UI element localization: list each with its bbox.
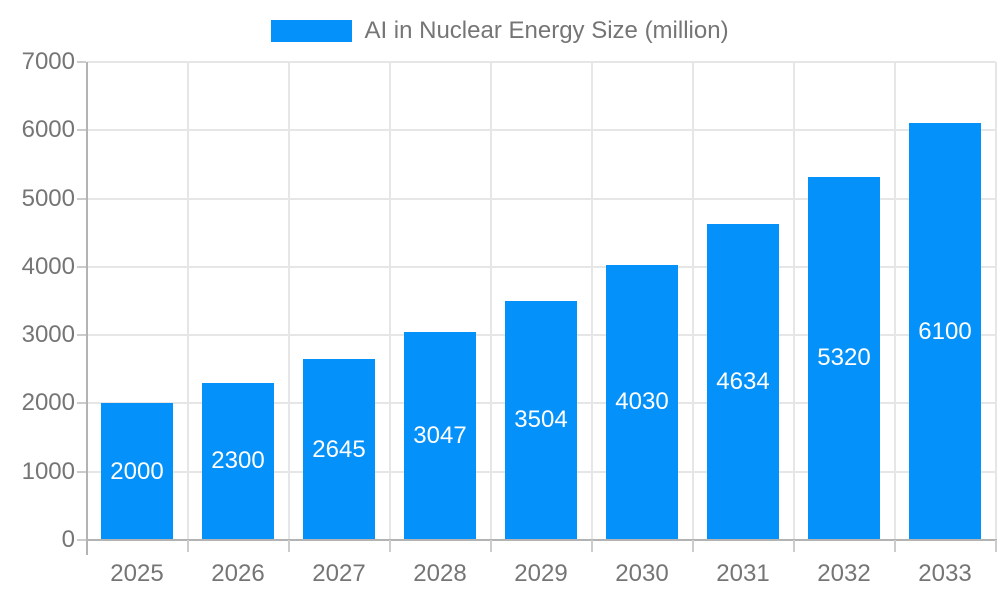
y-tick-mark: [77, 470, 86, 473]
x-axis-label: 2025: [110, 560, 164, 587]
legend-swatch: [271, 20, 353, 42]
y-gridline: [86, 129, 996, 132]
x-tick-mark: [186, 540, 189, 552]
x-tick-mark: [489, 540, 492, 552]
x-gridline: [994, 62, 997, 540]
y-axis-label: 4000: [21, 252, 75, 280]
x-axis-label: 2029: [514, 560, 568, 587]
x-axis-label: 2028: [413, 560, 467, 587]
x-gridline: [893, 62, 896, 540]
x-tick-mark: [691, 540, 694, 552]
x-tick-mark: [287, 540, 290, 552]
bar: [202, 382, 274, 540]
legend: AI in Nuclear Energy Size (million): [0, 14, 1000, 48]
x-tick-mark: [893, 540, 896, 552]
x-gridline: [388, 62, 391, 540]
bar: [505, 300, 577, 540]
y-tick-mark: [77, 402, 86, 405]
bar: [101, 403, 173, 540]
x-gridline: [489, 62, 492, 540]
bar-value-label: 2645: [312, 435, 366, 463]
y-tick-mark: [77, 539, 86, 541]
y-tick-mark: [77, 61, 86, 63]
y-gridline: [86, 197, 996, 200]
bar: [303, 359, 375, 540]
x-axis-label: 2026: [211, 560, 265, 587]
y-axis-label: 3000: [21, 321, 75, 349]
bar-value-label: 5320: [817, 344, 871, 372]
x-axis-label: 2031: [716, 560, 770, 587]
y-gridline: [86, 265, 996, 268]
bar: [808, 176, 880, 540]
x-axis-label: 2030: [615, 560, 669, 587]
y-tick-mark: [77, 334, 86, 337]
bar: [606, 264, 678, 540]
bar: [707, 223, 779, 540]
x-gridline: [186, 62, 189, 540]
bar-value-label: 4634: [716, 367, 770, 395]
y-axis-label: 6000: [21, 116, 75, 144]
x-tick-mark: [994, 540, 997, 552]
y-gridline: [86, 61, 996, 63]
x-gridline: [792, 62, 795, 540]
bar: [404, 331, 476, 540]
bar-value-label: 2000: [110, 457, 164, 485]
y-tick-mark: [77, 129, 86, 132]
y-axis-label: 5000: [21, 184, 75, 212]
bar-value-label: 3047: [413, 421, 467, 449]
x-tick-mark: [590, 540, 593, 552]
legend-label: AI in Nuclear Energy Size (million): [364, 17, 729, 44]
x-tick-mark: [792, 540, 795, 552]
bar-value-label: 4030: [615, 388, 669, 416]
y-axis-label: 7000: [21, 48, 75, 75]
y-axis-label: 0: [61, 526, 75, 553]
x-axis-label: 2032: [817, 560, 871, 587]
y-tick-mark: [77, 265, 86, 268]
x-axis-label: 2027: [312, 560, 366, 587]
bar-value-label: 6100: [918, 317, 972, 345]
x-gridline: [691, 62, 694, 540]
x-gridline: [590, 62, 593, 540]
y-tick-mark: [77, 197, 86, 200]
x-axis-line: [85, 539, 997, 541]
bar-value-label: 2300: [211, 447, 265, 475]
x-tick-mark: [388, 540, 391, 552]
y-axis-label: 2000: [21, 389, 75, 417]
x-gridline: [287, 62, 290, 540]
y-axis-label: 1000: [21, 457, 75, 485]
y-axis-line: [85, 62, 88, 555]
x-axis-label: 2033: [918, 560, 972, 587]
bar-value-label: 3504: [514, 406, 568, 434]
bar: [909, 123, 981, 540]
